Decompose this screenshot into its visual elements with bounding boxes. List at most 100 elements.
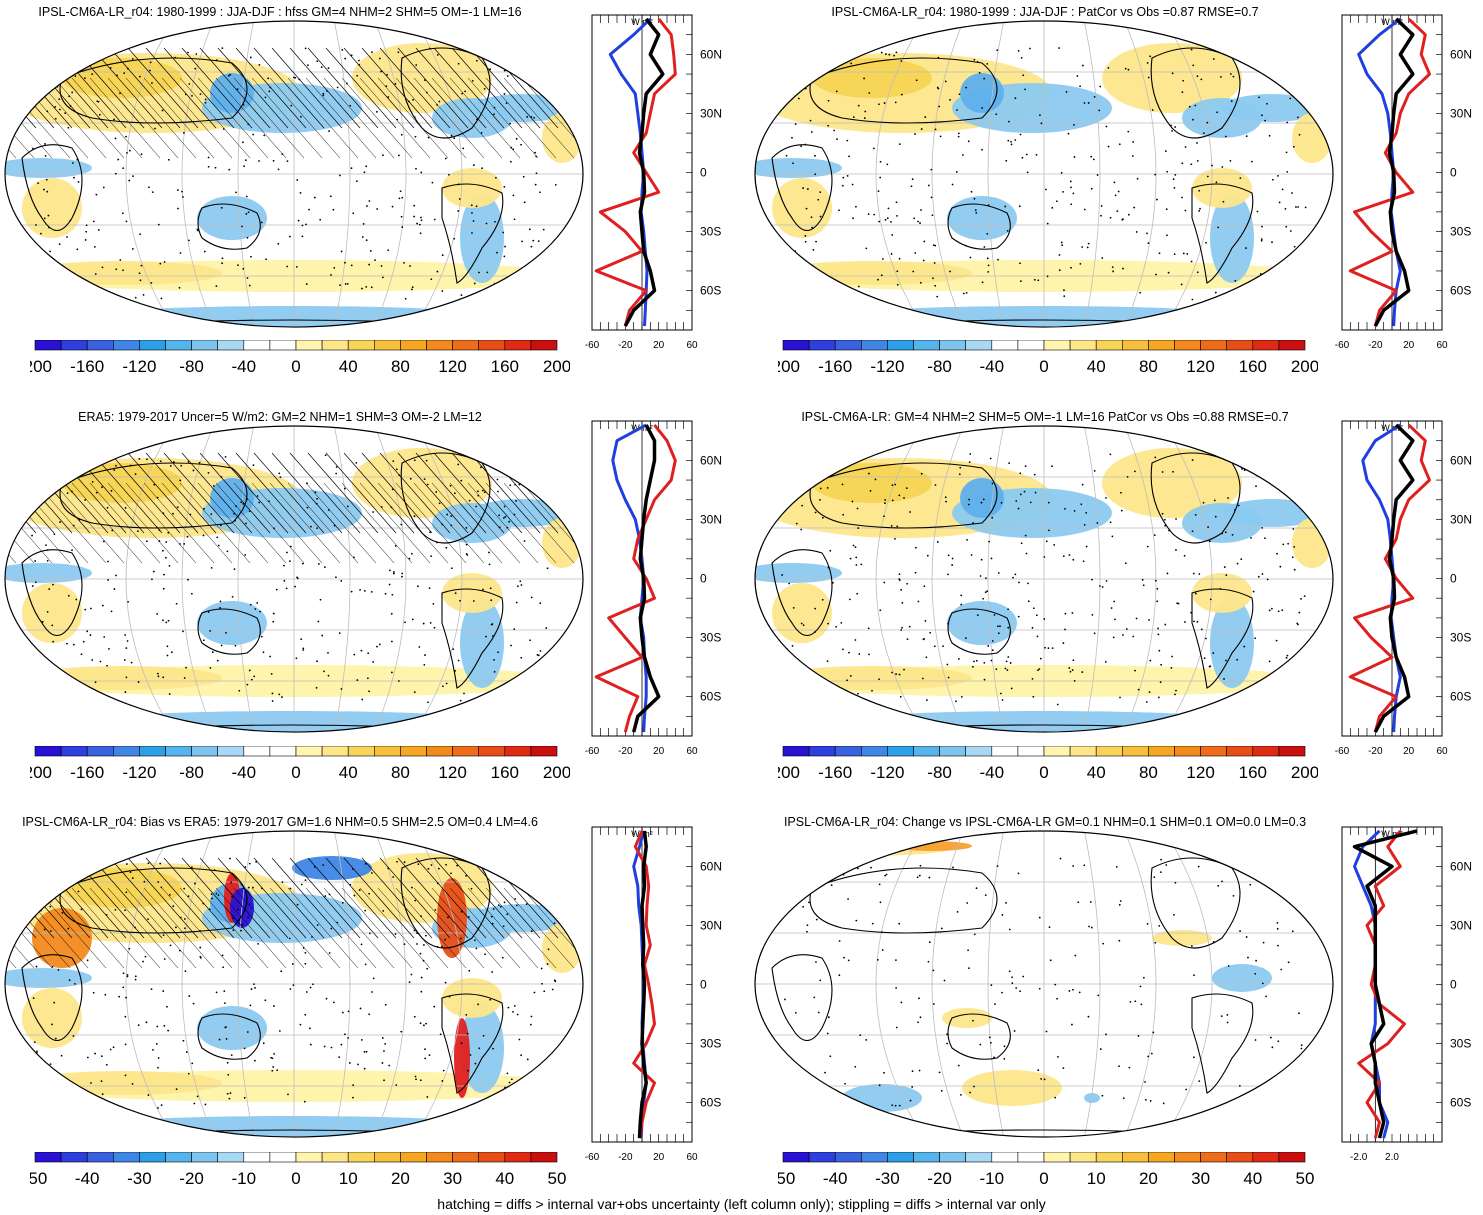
world-map: [4, 20, 584, 328]
colorbar-swatch: [217, 746, 245, 757]
profile-x-label: -60: [585, 340, 600, 351]
colorbar-tick-label: -160: [70, 763, 104, 782]
profile-unit-label: W m²: [1381, 829, 1403, 839]
profile-lat-label: 30S: [1450, 225, 1471, 239]
colorbar-swatch: [321, 1152, 349, 1163]
colorbar-tick-label: 0: [291, 357, 300, 376]
field-patch: [772, 261, 972, 285]
colorbar-tick-label: -10: [980, 1169, 1005, 1188]
colorbar-swatch: [191, 340, 219, 351]
field-patch: [22, 988, 82, 1048]
field-patch: [22, 583, 82, 643]
profile-lat-label: 0: [1450, 166, 1457, 180]
colorbar-swatch: [452, 1152, 480, 1163]
colorbar-swatch: [504, 340, 532, 351]
profile-lat-label: 0: [700, 572, 707, 586]
profile-x-label: -20: [618, 1152, 633, 1163]
colorbar-swatch: [808, 1152, 836, 1163]
footnote: hatching = diffs > internal var+obs unce…: [437, 1196, 1046, 1212]
profile-x-label: 60: [686, 746, 698, 757]
colorbar-swatch: [347, 340, 375, 351]
colorbar-swatch: [530, 340, 558, 351]
colorbar-tick-label: -160: [70, 357, 104, 376]
colorbar-swatch: [269, 340, 297, 351]
profile-x-label: 20: [653, 1152, 665, 1163]
field-patch: [1192, 573, 1252, 613]
profile-x-label: -60: [1335, 746, 1350, 757]
graticule: [755, 831, 1333, 1137]
field-patch: [772, 178, 832, 238]
field-patch: [542, 113, 582, 163]
map-border: [754, 830, 1334, 1138]
profile-line-zonal: [1373, 423, 1415, 733]
colorbar-swatch: [321, 746, 349, 757]
colorbar-swatch: [478, 746, 506, 757]
colorbar-swatch: [60, 340, 88, 351]
colorbar-swatch: [321, 340, 349, 351]
colorbar-tick-label: 0: [1039, 357, 1048, 376]
colorbar-tick-label: -80: [927, 357, 952, 376]
colorbar-tick-label: -10: [232, 1169, 257, 1188]
colorbar-swatch: [1226, 1152, 1254, 1163]
field-patch: [62, 58, 182, 98]
colorbar-swatch: [782, 340, 810, 351]
profile-line-zonal: [623, 17, 665, 327]
colorbar-swatch: [139, 1152, 166, 1163]
colorbar-swatch: [965, 1152, 993, 1163]
colorbar-tick-label: -50: [778, 1169, 795, 1188]
colorbar-tick-label: 80: [391, 763, 410, 782]
field-patch: [947, 601, 1017, 645]
colorbar-tick-label: 40: [339, 763, 358, 782]
colorbar-tick-label: 40: [1243, 1169, 1262, 1188]
field-patch: [960, 73, 1004, 113]
colorbar-swatch: [834, 340, 862, 351]
colorbar: -200 -160 -120 -80 -40 0 40 80 120 160 200: [30, 746, 570, 782]
colorbar-swatch: [1121, 340, 1149, 351]
colorbar-swatch: [834, 746, 862, 757]
profile-line-zonal: [1352, 829, 1418, 1139]
colorbar-swatch: [478, 1152, 506, 1163]
field-patch: [437, 878, 467, 958]
profile-x-label: 2.0: [1385, 1152, 1399, 1163]
profile-x-label: 60: [1436, 746, 1448, 757]
colorbar-swatch: [1069, 1152, 1097, 1163]
profile-x-label: 20: [653, 340, 665, 351]
profile-lat-label: 60N: [1450, 859, 1472, 873]
colorbar-swatch: [913, 1152, 940, 1163]
colorbar-swatch: [1226, 340, 1254, 351]
colorbar-swatch: [939, 746, 967, 757]
field-patch: [5, 158, 92, 178]
colorbar-swatch: [1069, 746, 1097, 757]
colorbar-swatch: [113, 340, 140, 351]
world-map: [4, 830, 584, 1138]
colorbar-tick-label: 200: [543, 763, 570, 782]
colorbar-tick-label: -40: [980, 357, 1005, 376]
colorbar-tick-label: -20: [927, 1169, 952, 1188]
field-patch: [812, 463, 932, 503]
profile-lat-label: 0: [700, 166, 707, 180]
colorbar-tick-label: 10: [1087, 1169, 1106, 1188]
map-border: [4, 20, 584, 328]
colorbar-swatch: [887, 340, 914, 351]
colorbar-swatch: [34, 340, 62, 351]
colorbar-tick-label: 200: [543, 357, 570, 376]
colorbar-swatch: [1121, 746, 1149, 757]
colorbar-tick-label: 80: [1139, 357, 1158, 376]
profile-lat-label: 30N: [700, 512, 722, 526]
colorbar-swatch: [861, 340, 888, 351]
colorbar-swatch: [139, 746, 166, 757]
colorbar: -200 -160 -120 -80 -40 0 40 80 120 160 200: [778, 746, 1318, 782]
colorbar-tick-label: -200: [778, 357, 800, 376]
colorbar-swatch: [373, 340, 401, 351]
profile-lat-label: 30S: [700, 225, 721, 239]
colorbar-swatch: [1278, 1152, 1306, 1163]
colorbar-tick-label: 20: [391, 1169, 410, 1188]
profile-lat-label: 60S: [1450, 690, 1471, 704]
colorbar-swatch: [1043, 1152, 1071, 1163]
colorbar-swatch: [60, 1152, 88, 1163]
colorbar-tick-label: 200: [1291, 357, 1318, 376]
profile-line-land: [594, 423, 677, 733]
colorbar-tick-label: -200: [778, 763, 800, 782]
